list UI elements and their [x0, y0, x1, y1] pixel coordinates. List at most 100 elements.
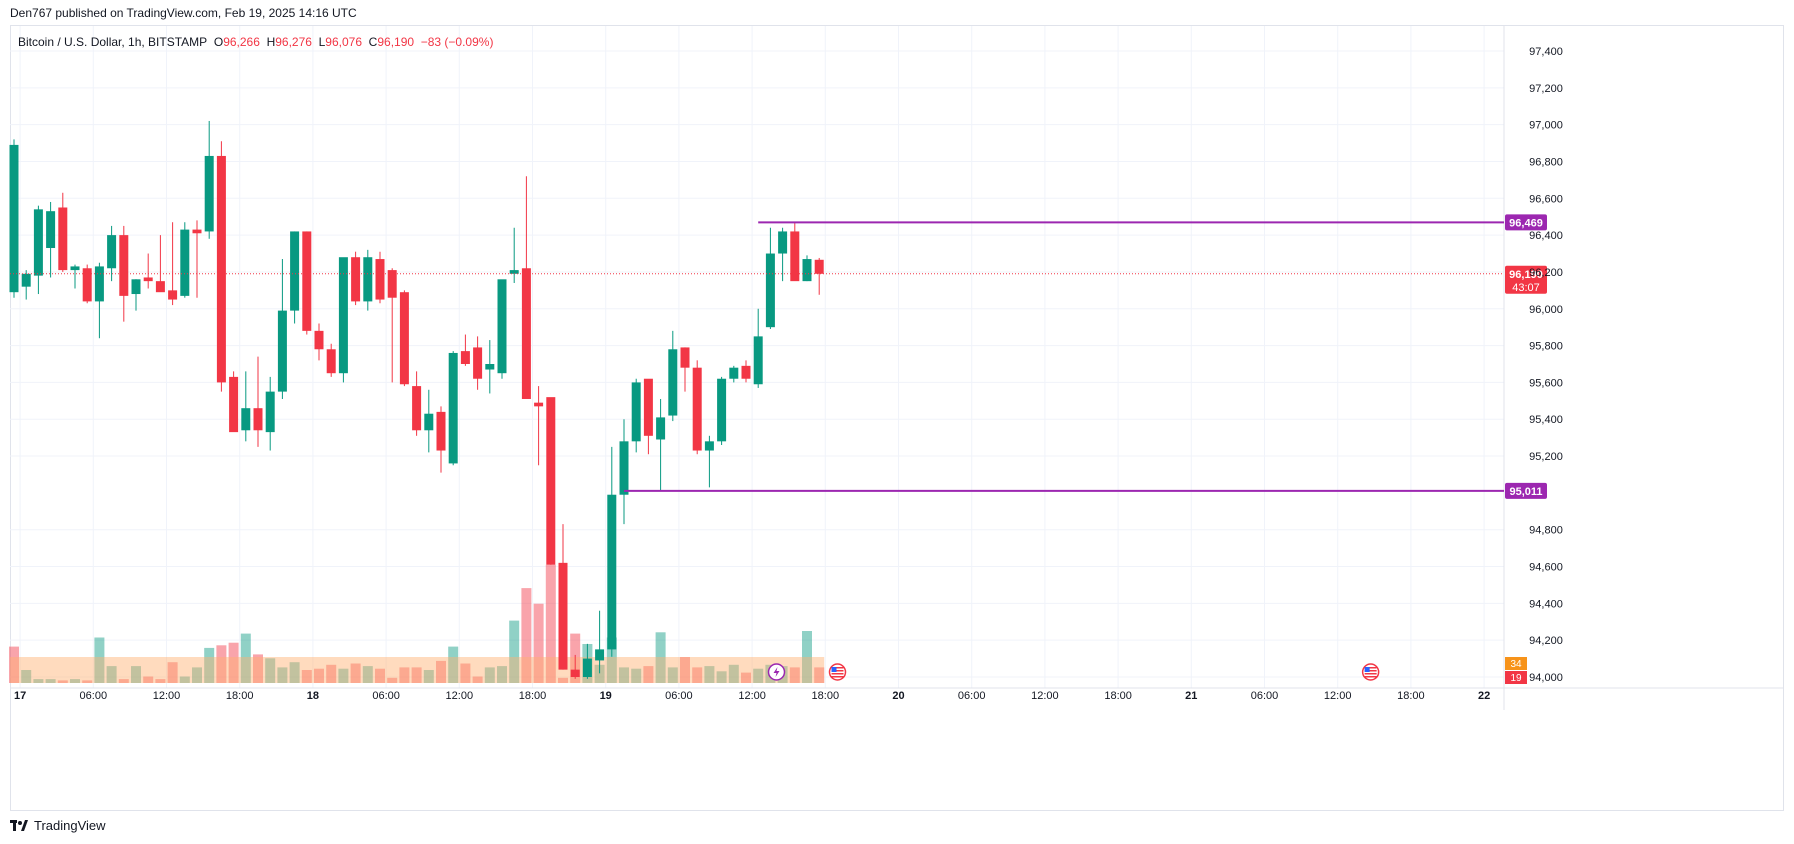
candle-body	[814, 259, 824, 274]
volume-bar	[716, 671, 727, 683]
high-value: 96,276	[275, 35, 312, 49]
volume-bar	[423, 670, 434, 683]
volume-bar	[45, 679, 56, 683]
candles	[9, 120, 824, 679]
candle-body	[448, 352, 458, 464]
price-tick-label: 94,400	[1529, 598, 1563, 610]
flag-canton	[1364, 667, 1370, 672]
candle-body	[521, 268, 531, 399]
volume-bar	[179, 676, 190, 683]
flag-stripe	[831, 667, 844, 669]
candle-body	[595, 649, 605, 661]
candle-body	[375, 259, 385, 300]
volume-bar	[57, 680, 68, 683]
candle-body	[265, 391, 275, 433]
volume-bar	[277, 667, 288, 683]
candle-body	[460, 351, 470, 364]
volume-bar	[497, 666, 507, 683]
time-axis: 17 06:00 12:00 18:00 18 06:00 12:00 18:00 19 06:0…	[14, 690, 1490, 702]
candle-body	[326, 349, 336, 374]
volume-bar	[204, 647, 215, 683]
price-tick-label: 96,400	[1529, 230, 1563, 242]
us-flag-icon[interactable]	[1361, 663, 1380, 681]
volume-bar	[545, 564, 556, 683]
volume-badge	[1505, 671, 1527, 684]
candle-body	[729, 367, 739, 379]
time-tick-label: 06:00	[1251, 690, 1279, 702]
candle-body	[692, 367, 702, 451]
candle-body	[485, 364, 495, 370]
volume-bar	[131, 666, 141, 683]
candle-body	[314, 330, 324, 350]
volume-bar	[667, 667, 678, 683]
candle-body	[399, 292, 409, 385]
volume-bar	[362, 666, 373, 683]
time-tick-label: 19	[600, 690, 612, 702]
candle-body	[436, 411, 446, 451]
candle-body	[229, 376, 239, 433]
volume-bar	[375, 668, 385, 683]
volume-bar	[558, 677, 568, 683]
time-tick-label: 18	[307, 690, 319, 702]
candle-body	[607, 494, 617, 650]
candle-body	[241, 408, 251, 431]
candle-body	[680, 347, 690, 368]
candle-body	[180, 229, 190, 296]
candle-body	[412, 386, 422, 431]
volume-bar	[240, 633, 251, 683]
candle-body	[82, 268, 92, 302]
price-tick-label: 95,200	[1529, 451, 1563, 463]
time-tick-label: 18:00	[1104, 690, 1132, 702]
volume-bar	[253, 654, 263, 683]
time-tick-label: 12:00	[1031, 690, 1059, 702]
price-tick-label: 96,800	[1529, 156, 1563, 168]
price-tick-label: 95,600	[1529, 377, 1563, 389]
time-tick-label: 12:00	[1324, 690, 1352, 702]
price-tick-label: 95,800	[1529, 341, 1563, 353]
time-tick-label: 06:00	[665, 690, 693, 702]
time-tick-label: 18:00	[519, 690, 547, 702]
price-tick-label: 94,600	[1529, 562, 1563, 574]
volume-bar	[82, 680, 93, 683]
candle-body	[70, 266, 80, 271]
event-markers	[767, 663, 1380, 681]
time-tick-label: 06:00	[372, 690, 400, 702]
price-tick-label: 94,000	[1529, 672, 1563, 684]
candle-body	[631, 382, 641, 442]
volume-badge-label: 34	[1510, 659, 1522, 670]
volume-bar	[741, 672, 751, 683]
time-tick-label: 17	[14, 690, 26, 702]
candle-body	[168, 290, 178, 300]
volume-bar	[33, 679, 44, 683]
candle-body	[704, 441, 714, 451]
flash-icon[interactable]	[767, 663, 786, 681]
candle-body	[619, 441, 629, 495]
price-tick-label: 96,200	[1529, 267, 1563, 279]
candle-body	[204, 155, 214, 232]
price-tick-label: 95,400	[1529, 414, 1563, 426]
volume-bar	[472, 676, 483, 683]
price-tick-label: 97,200	[1529, 83, 1563, 95]
volume-bar	[680, 657, 690, 683]
time-tick-label: 20	[892, 690, 904, 702]
volume-bar	[167, 662, 178, 683]
volume-bar	[753, 668, 764, 683]
footer-brand[interactable]: TradingView	[10, 818, 106, 833]
time-tick-label: 12:00	[153, 690, 181, 702]
candle-body	[302, 231, 312, 331]
us-flag-icon[interactable]	[828, 663, 847, 681]
level-price-label: 96,469	[1509, 217, 1543, 229]
candle-body	[21, 273, 31, 287]
candle-body	[192, 229, 202, 234]
candle-body	[546, 397, 556, 565]
candle-body	[509, 270, 519, 274]
time-tick-label: 21	[1185, 690, 1197, 702]
price-axis: 97,400 97,200 97,000 96,800 96,600 96,400 96,2…	[1505, 46, 1563, 684]
candle-body	[58, 207, 68, 271]
volume-bar	[631, 668, 642, 683]
volume-bar	[228, 642, 239, 683]
change-value: −83 (−0.09%)	[420, 35, 494, 49]
candle-body	[582, 658, 592, 677]
